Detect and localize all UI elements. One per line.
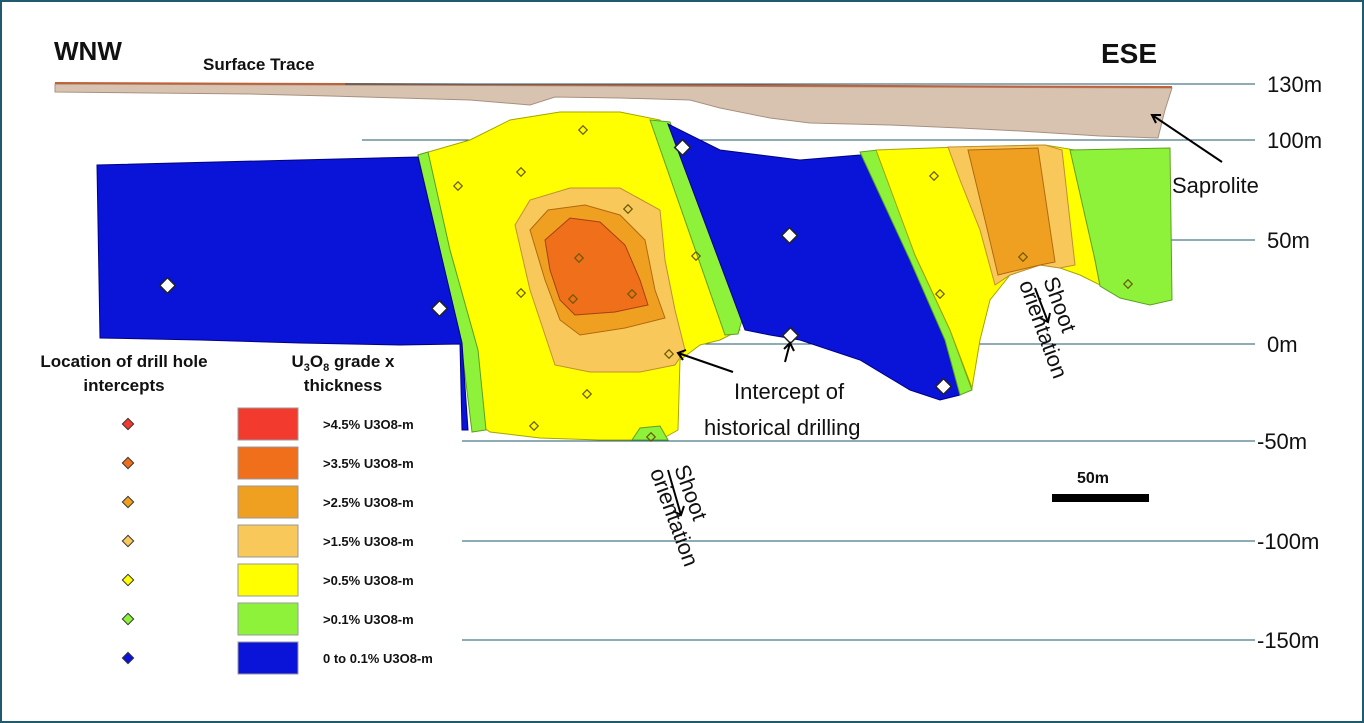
zone-grade-0.1-far-east: [1069, 147, 1173, 306]
legend-swatch: [237, 563, 299, 597]
drill-intercept: [645, 431, 657, 443]
shoot-orientation-south: Shoot orientation: [645, 461, 712, 570]
direction-west-label: WNW: [54, 36, 122, 66]
elevation-label: -50m: [1257, 429, 1307, 454]
zone-grade-2.5-east: [967, 147, 1056, 276]
legend-swatch: [237, 641, 299, 675]
elevation-label: -150m: [1257, 628, 1319, 653]
drill-intercept: [567, 293, 579, 305]
legend-intercepts-title: Location of drill hole: [40, 352, 207, 371]
drill-intercept: [577, 124, 589, 136]
drill-intercept: [573, 252, 585, 264]
annotation-arrows: [667, 114, 1223, 517]
legend-grade-title-2: thickness: [304, 376, 382, 395]
saprolite-label: Saprolite: [1172, 173, 1259, 198]
drill-intercept: [663, 348, 675, 360]
legend-intercept-marker: [121, 417, 135, 431]
drill-intercept: [928, 170, 940, 182]
legend-label: >0.5% U3O8-m: [323, 573, 414, 588]
elevation-labels: 130m 100m 50m 0m -50m -100m -150m: [1257, 72, 1322, 653]
drill-intercept: [515, 166, 527, 178]
historical-drilling-label-2: historical drilling: [704, 415, 861, 440]
saprolite-layer: [54, 83, 1173, 139]
elevation-label: 50m: [1267, 228, 1310, 253]
drill-intercept: [158, 276, 177, 295]
historical-drilling-label-1: Intercept of: [734, 379, 845, 404]
scale-bar: [1052, 494, 1149, 502]
drill-intercept: [673, 138, 692, 157]
drill-intercept: [430, 299, 449, 318]
legend-label: >3.5% U3O8-m: [323, 456, 414, 471]
drill-intercept: [1122, 278, 1134, 290]
legend-swatch: [237, 446, 299, 480]
legend-intercept-marker: [121, 495, 135, 509]
drill-intercept: [934, 288, 946, 300]
legend-label: >0.1% U3O8-m: [323, 612, 414, 627]
zone-grade-0.1-central: [649, 119, 743, 336]
drill-intercept: [1017, 251, 1029, 263]
elevation-label: 0m: [1267, 332, 1298, 357]
legend-intercept-marker: [121, 651, 135, 665]
zone-grade-low-west: [96, 156, 469, 431]
drill-intercepts-barren: [158, 138, 953, 396]
scale-bar-label: 50m: [1077, 470, 1109, 487]
drill-intercept: [934, 377, 953, 396]
surface-trace-line: [54, 82, 1173, 88]
legend-intercepts-title-2: intercepts: [83, 376, 164, 395]
drill-intercept: [622, 203, 634, 215]
legend-intercept-marker: [121, 612, 135, 626]
legend: Location of drill hole intercepts U3O8 g…: [40, 352, 433, 675]
legend-label: 0 to 0.1% U3O8-m: [323, 651, 433, 666]
drill-intercept: [581, 388, 593, 400]
legend-label: >1.5% U3O8-m: [323, 534, 414, 549]
drill-intercept: [690, 250, 702, 262]
drill-intercept: [515, 287, 527, 299]
legend-grade-title: U3O8 grade x: [292, 352, 396, 374]
legend-swatch: [237, 485, 299, 519]
legend-swatch: [237, 524, 299, 558]
legend-intercept-marker: [121, 573, 135, 587]
zone-grade-3.5-core: [544, 217, 649, 316]
drill-intercept: [780, 226, 799, 245]
drill-intercept: [452, 180, 464, 192]
surface-trace-label: Surface Trace: [203, 55, 315, 74]
drill-intercepts-mineralized: [452, 124, 1134, 443]
elevation-label: 130m: [1267, 72, 1322, 97]
legend-label: >2.5% U3O8-m: [323, 495, 414, 510]
legend-intercept-marker: [121, 534, 135, 548]
drill-intercept: [528, 420, 540, 432]
drill-intercept: [781, 326, 800, 345]
elevation-label: 100m: [1267, 128, 1322, 153]
drill-intercept: [626, 288, 638, 300]
legend-swatch: [237, 407, 299, 441]
direction-east-label: ESE: [1101, 38, 1157, 69]
shoot-orientation-east: Shoot orientation: [1014, 273, 1081, 382]
legend-intercept-marker: [121, 456, 135, 470]
legend-label: >4.5% U3O8-m: [323, 417, 414, 432]
elevation-label: -100m: [1257, 529, 1319, 554]
legend-swatch: [237, 602, 299, 636]
